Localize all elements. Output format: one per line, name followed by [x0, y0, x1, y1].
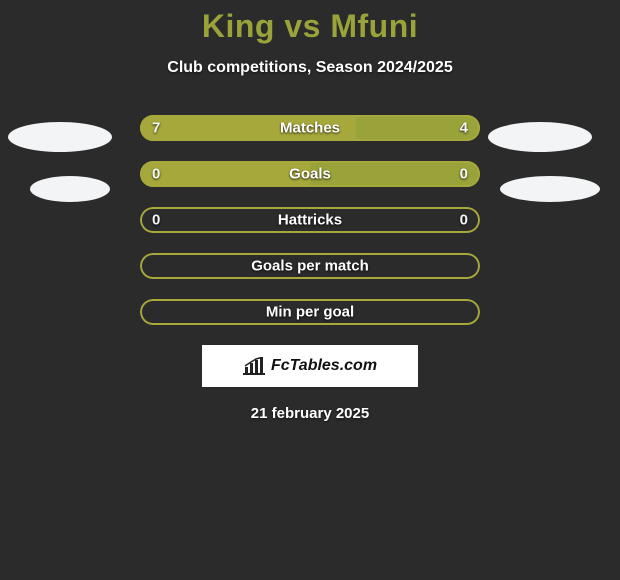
stat-label: Min per goal [266, 304, 354, 321]
stat-row: Min per goal [0, 299, 620, 325]
comparison-infographic: King vs Mfuni Club competitions, Season … [0, 0, 620, 580]
decorative-oval [30, 176, 110, 202]
decorative-oval [488, 122, 592, 152]
stat-label: Goals per match [251, 258, 369, 275]
brand-chart-icon [243, 357, 265, 375]
stat-bar: Hattricks 0 0 [140, 207, 480, 233]
stat-bar: Min per goal [140, 299, 480, 325]
stat-bar: Goals 0 0 [140, 161, 480, 187]
page-title: King vs Mfuni [0, 0, 620, 45]
page-date: 21 february 2025 [0, 405, 620, 422]
decorative-oval [8, 122, 112, 152]
stat-label: Hattricks [278, 212, 342, 229]
bar-fill-right [310, 161, 480, 187]
brand-text: FcTables.com [271, 357, 377, 375]
stat-value-right: 0 [460, 166, 468, 183]
stat-value-right: 4 [460, 120, 468, 137]
stat-value-left: 0 [152, 212, 160, 229]
brand-box: FcTables.com [202, 345, 418, 387]
page-subtitle: Club competitions, Season 2024/2025 [0, 59, 620, 77]
stat-label: Goals [289, 166, 331, 183]
stat-value-left: 0 [152, 166, 160, 183]
stat-value-right: 0 [460, 212, 468, 229]
stat-row: Goals per match [0, 253, 620, 279]
stat-bar: Matches 7 4 [140, 115, 480, 141]
stat-value-left: 7 [152, 120, 160, 137]
stat-row: Hattricks 0 0 [0, 207, 620, 233]
stat-label: Matches [280, 120, 340, 137]
decorative-oval [500, 176, 600, 202]
stat-bar: Goals per match [140, 253, 480, 279]
bar-fill-left [140, 161, 310, 187]
